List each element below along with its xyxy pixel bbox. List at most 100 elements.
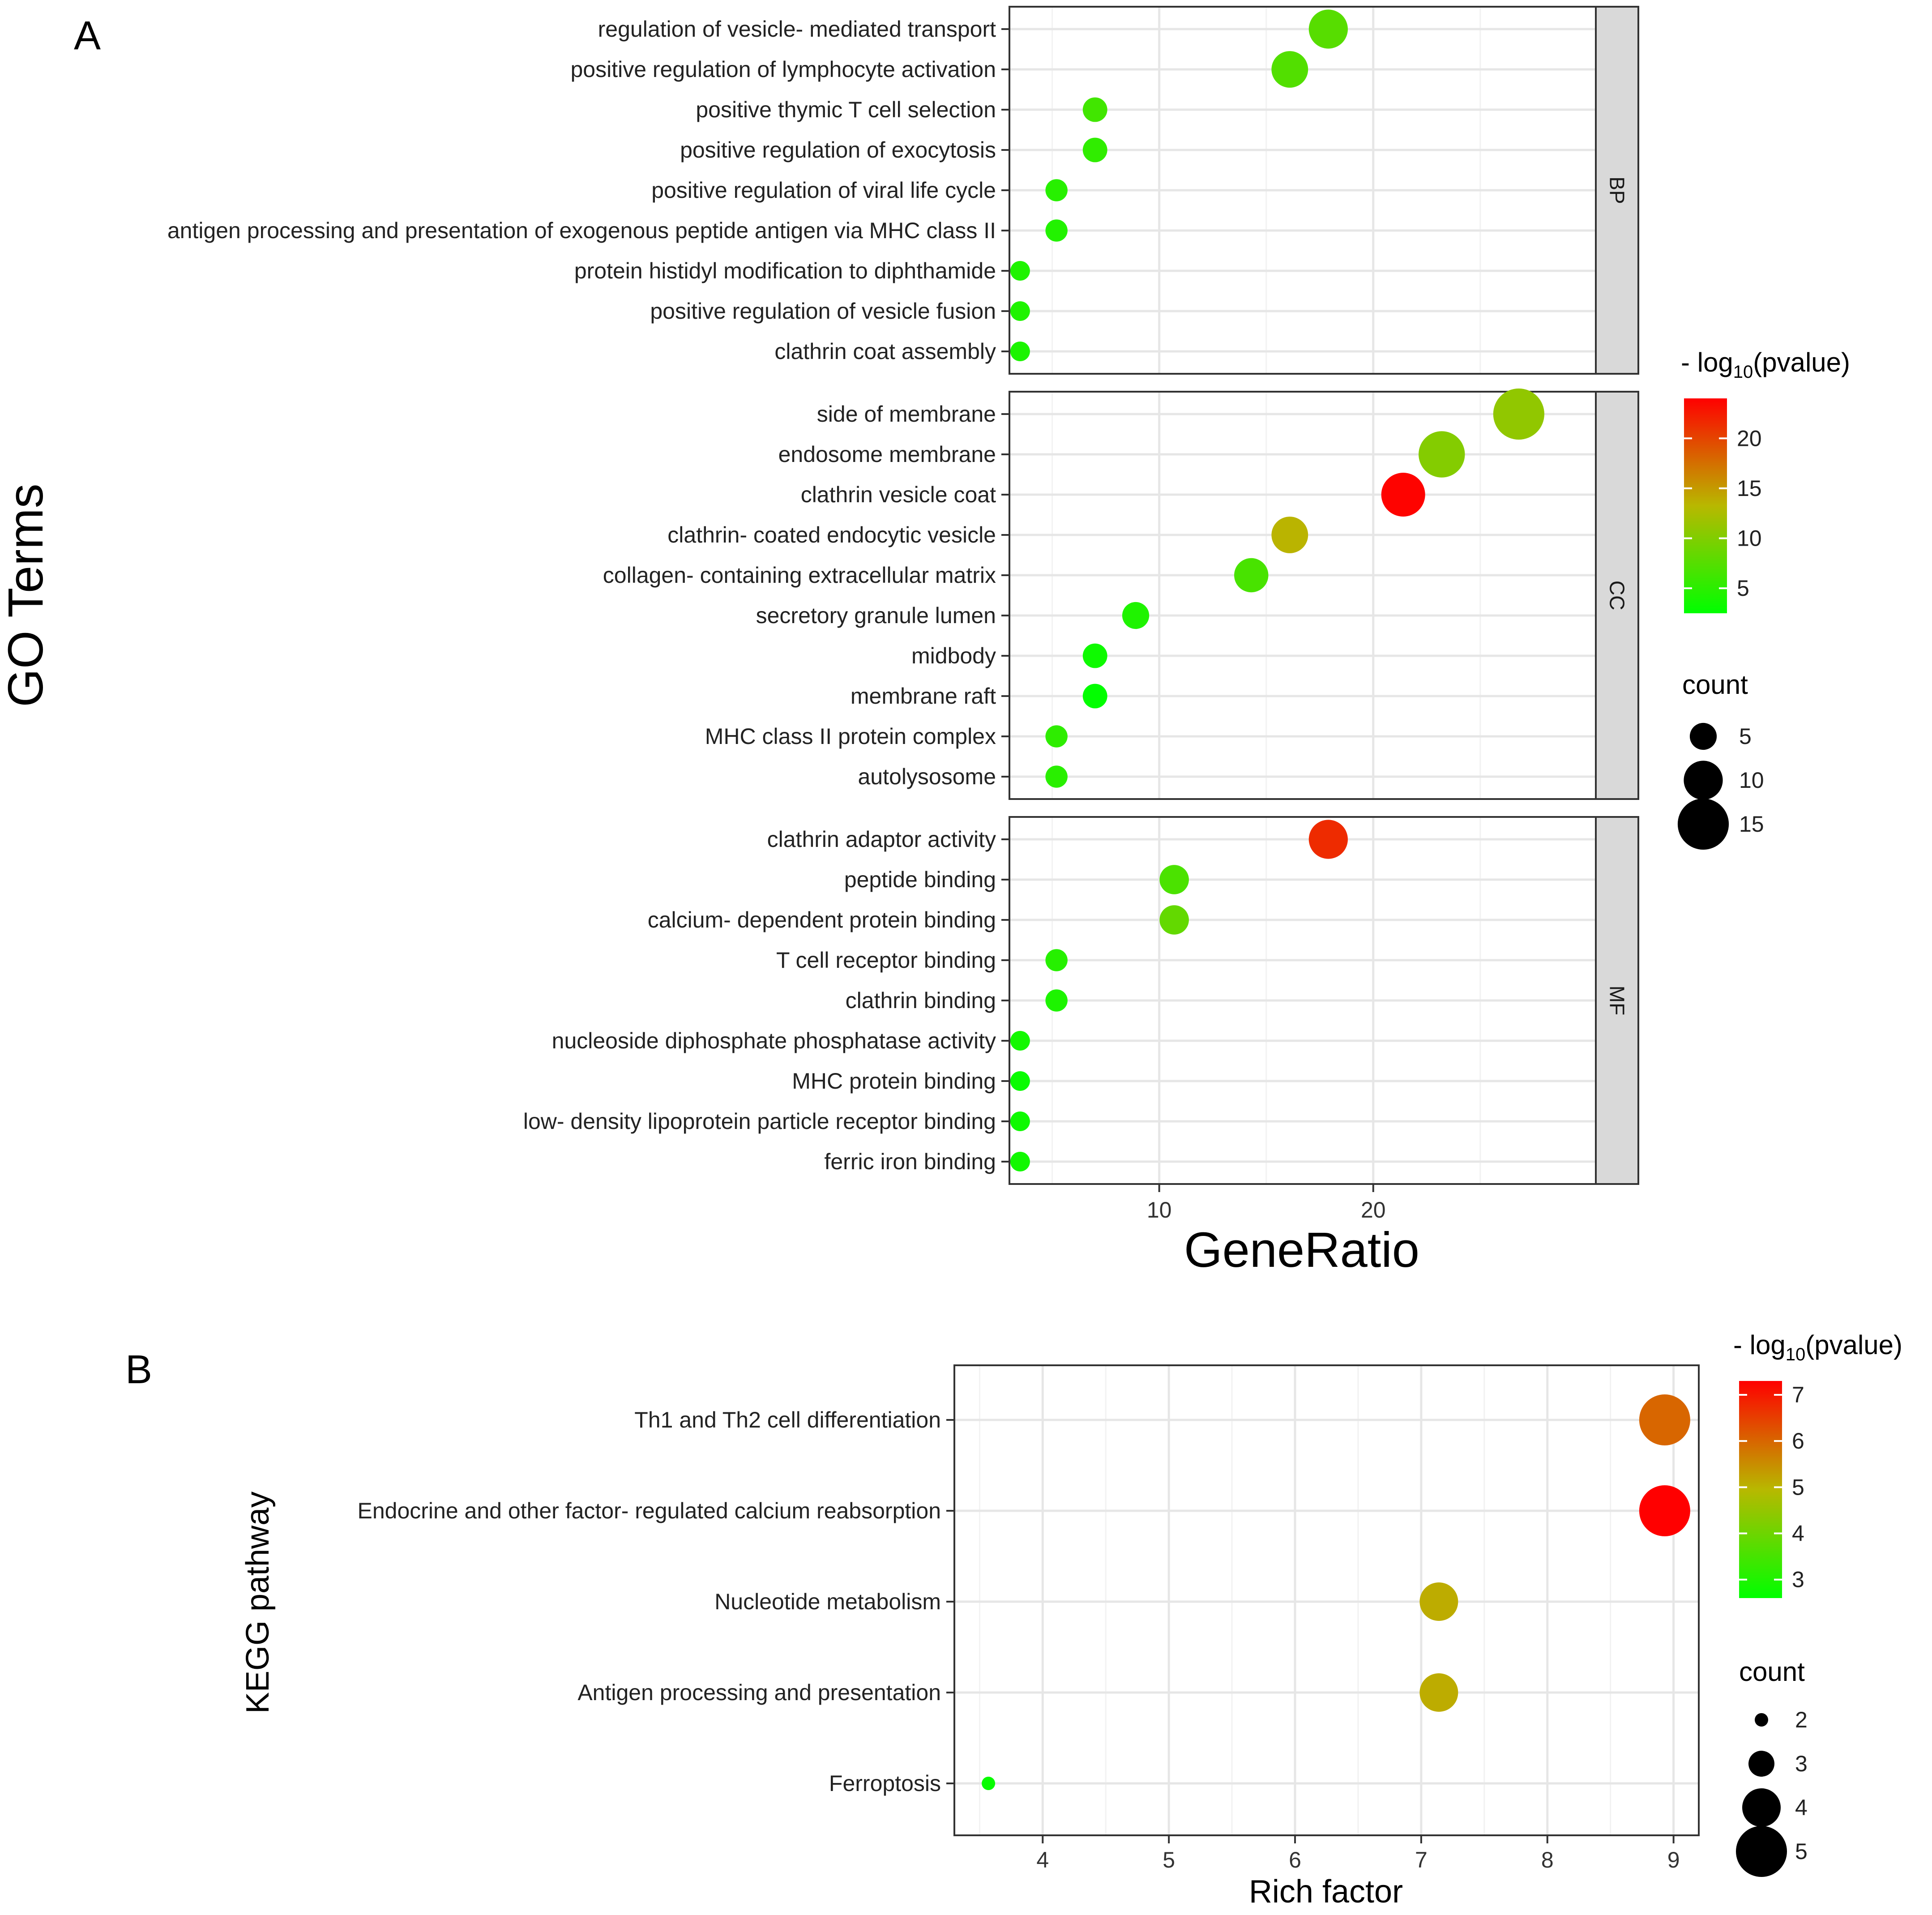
y-tick-label: clathrin coat assembly (774, 339, 996, 364)
kegg-color-legend-title: - log10(pvalue) (1733, 1330, 1902, 1364)
data-point (982, 1777, 996, 1790)
panel-b: B Th1 and Th2 cell differentiation Endocr… (125, 1330, 1902, 1910)
kegg-panel-bg (954, 1365, 1699, 1835)
data-point (1010, 301, 1030, 321)
data-point (1045, 219, 1068, 242)
facet-strip-label: MF (1606, 986, 1629, 1015)
go-color-legend-title: - log10(pvalue) (1681, 347, 1850, 382)
data-point (1234, 558, 1269, 593)
kegg-color-legend-prefix: - log (1733, 1330, 1786, 1360)
data-point (1639, 1485, 1690, 1536)
kegg-size-legend-title: count (1739, 1657, 1805, 1687)
data-point (1159, 865, 1189, 894)
panel-a-label: A (74, 13, 101, 58)
data-point (1271, 517, 1308, 553)
data-point (1082, 684, 1107, 709)
facet-panel-bg (1009, 392, 1596, 799)
kegg-plot: Th1 and Th2 cell differentiation Endocrin… (357, 1364, 1700, 1872)
color-legend-tick-label: 20 (1737, 426, 1762, 451)
y-tick-label: secretory granule lumen (756, 603, 996, 628)
size-legend-dot (1736, 1826, 1787, 1877)
facet-strip-label: BP (1606, 176, 1629, 204)
color-legend-tick-label: 3 (1792, 1567, 1804, 1592)
data-point (1308, 820, 1348, 859)
size-legend-label: 10 (1739, 768, 1764, 793)
size-legend-dot (1748, 1751, 1774, 1777)
color-legend-tick-label: 5 (1737, 576, 1749, 601)
y-tick-label: endosome membrane (778, 442, 996, 467)
kegg-x-axis-title: Rich factor (1249, 1874, 1403, 1910)
go-color-bar (1684, 398, 1727, 613)
x-tick-label: 5 (1163, 1847, 1175, 1872)
data-point (1010, 1071, 1030, 1091)
size-legend-dot (1742, 1788, 1781, 1827)
size-legend-label: 2 (1795, 1707, 1808, 1732)
size-legend-dot (1677, 798, 1729, 850)
kegg-color-legend-suffix: (pvalue) (1805, 1330, 1902, 1360)
y-tick-label: Ferroptosis (829, 1771, 941, 1796)
panel-b-label: B (125, 1347, 152, 1392)
facet-strip-label: CC (1606, 581, 1629, 610)
y-tick-label: Antigen processing and presentation (577, 1680, 941, 1705)
y-tick-label: protein histidyl modification to diphtha… (574, 258, 996, 283)
y-tick-label: positive thymic T cell selection (696, 97, 996, 122)
y-tick-label: clathrin adaptor activity (767, 827, 996, 852)
go-y-axis-title: GO Terms (0, 483, 53, 707)
data-point (1419, 1582, 1458, 1621)
size-legend-label: 5 (1795, 1839, 1808, 1864)
data-point (1045, 725, 1068, 748)
data-point (1010, 1031, 1030, 1051)
data-point (1082, 97, 1107, 122)
data-point (1493, 388, 1544, 440)
color-legend-tick-label: 7 (1792, 1382, 1804, 1407)
y-tick-label: calcium- dependent protein binding (648, 907, 996, 932)
data-point (1082, 643, 1107, 668)
y-tick-label: MHC class II protein complex (705, 724, 996, 749)
y-tick-label: membrane raft (851, 684, 996, 709)
kegg-panel-border (953, 1364, 1700, 1836)
size-legend-dot (1755, 1713, 1768, 1727)
y-tick-label: clathrin binding (846, 988, 996, 1013)
y-tick-label: MHC protein binding (792, 1069, 996, 1094)
y-tick-label: clathrin vesicle coat (801, 482, 996, 507)
x-tick-label: 6 (1289, 1847, 1301, 1872)
color-legend-tick-label: 10 (1737, 526, 1762, 551)
y-tick-label: ferric iron binding (824, 1149, 996, 1174)
data-point (1159, 905, 1189, 935)
y-tick-label: clathrin- coated endocytic vesicle (667, 522, 996, 547)
go-color-legend-sub: 10 (1733, 362, 1753, 382)
y-tick-label: regulation of vesicle- mediated transpor… (598, 17, 996, 42)
y-tick-label: autolysosome (858, 764, 996, 789)
y-tick-label: antigen processing and presentation of e… (167, 218, 996, 243)
y-tick-label: Endocrine and other factor- regulated ca… (357, 1498, 941, 1523)
data-point (1010, 1111, 1030, 1131)
data-point (1010, 342, 1030, 361)
size-legend-dot (1684, 761, 1723, 800)
x-tick-label: 4 (1036, 1847, 1049, 1872)
y-tick-label: positive regulation of vesicle fusion (650, 299, 996, 324)
color-legend-tick-label: 15 (1737, 476, 1762, 501)
kegg-size-legend: count 2 3 4 5 (1736, 1657, 1808, 1877)
y-tick-label: Th1 and Th2 cell differentiation (634, 1407, 941, 1432)
y-tick-label: positive regulation of lymphocyte activa… (570, 57, 996, 82)
facet-cc: CC side of membrane endosome membrane clath… (603, 388, 1639, 800)
y-tick-label: collagen- containing extracellular matri… (603, 563, 996, 588)
kegg-color-bar (1739, 1381, 1782, 1598)
color-legend-tick-label: 5 (1792, 1475, 1804, 1500)
size-legend-label: 3 (1795, 1751, 1808, 1776)
size-legend-label: 15 (1739, 812, 1764, 837)
data-point (1419, 1673, 1458, 1712)
facet-strip (1595, 6, 1639, 375)
y-tick-label: positive regulation of exocytosis (680, 137, 996, 162)
facet-mf: MF clathrin adaptor activity peptide bindi… (523, 816, 1639, 1185)
x-tick-label: 8 (1541, 1847, 1554, 1872)
facet-strip (1595, 816, 1639, 1185)
go-size-legend-title: count (1682, 670, 1748, 700)
data-point (1045, 765, 1068, 788)
data-point (1010, 1152, 1030, 1171)
facet-strip (1595, 391, 1639, 800)
go-color-legend-prefix: - log (1681, 347, 1733, 377)
y-tick-label: nucleoside diphosphate phosphatase activ… (552, 1028, 996, 1053)
go-size-legend: count 5 10 15 (1677, 670, 1764, 850)
